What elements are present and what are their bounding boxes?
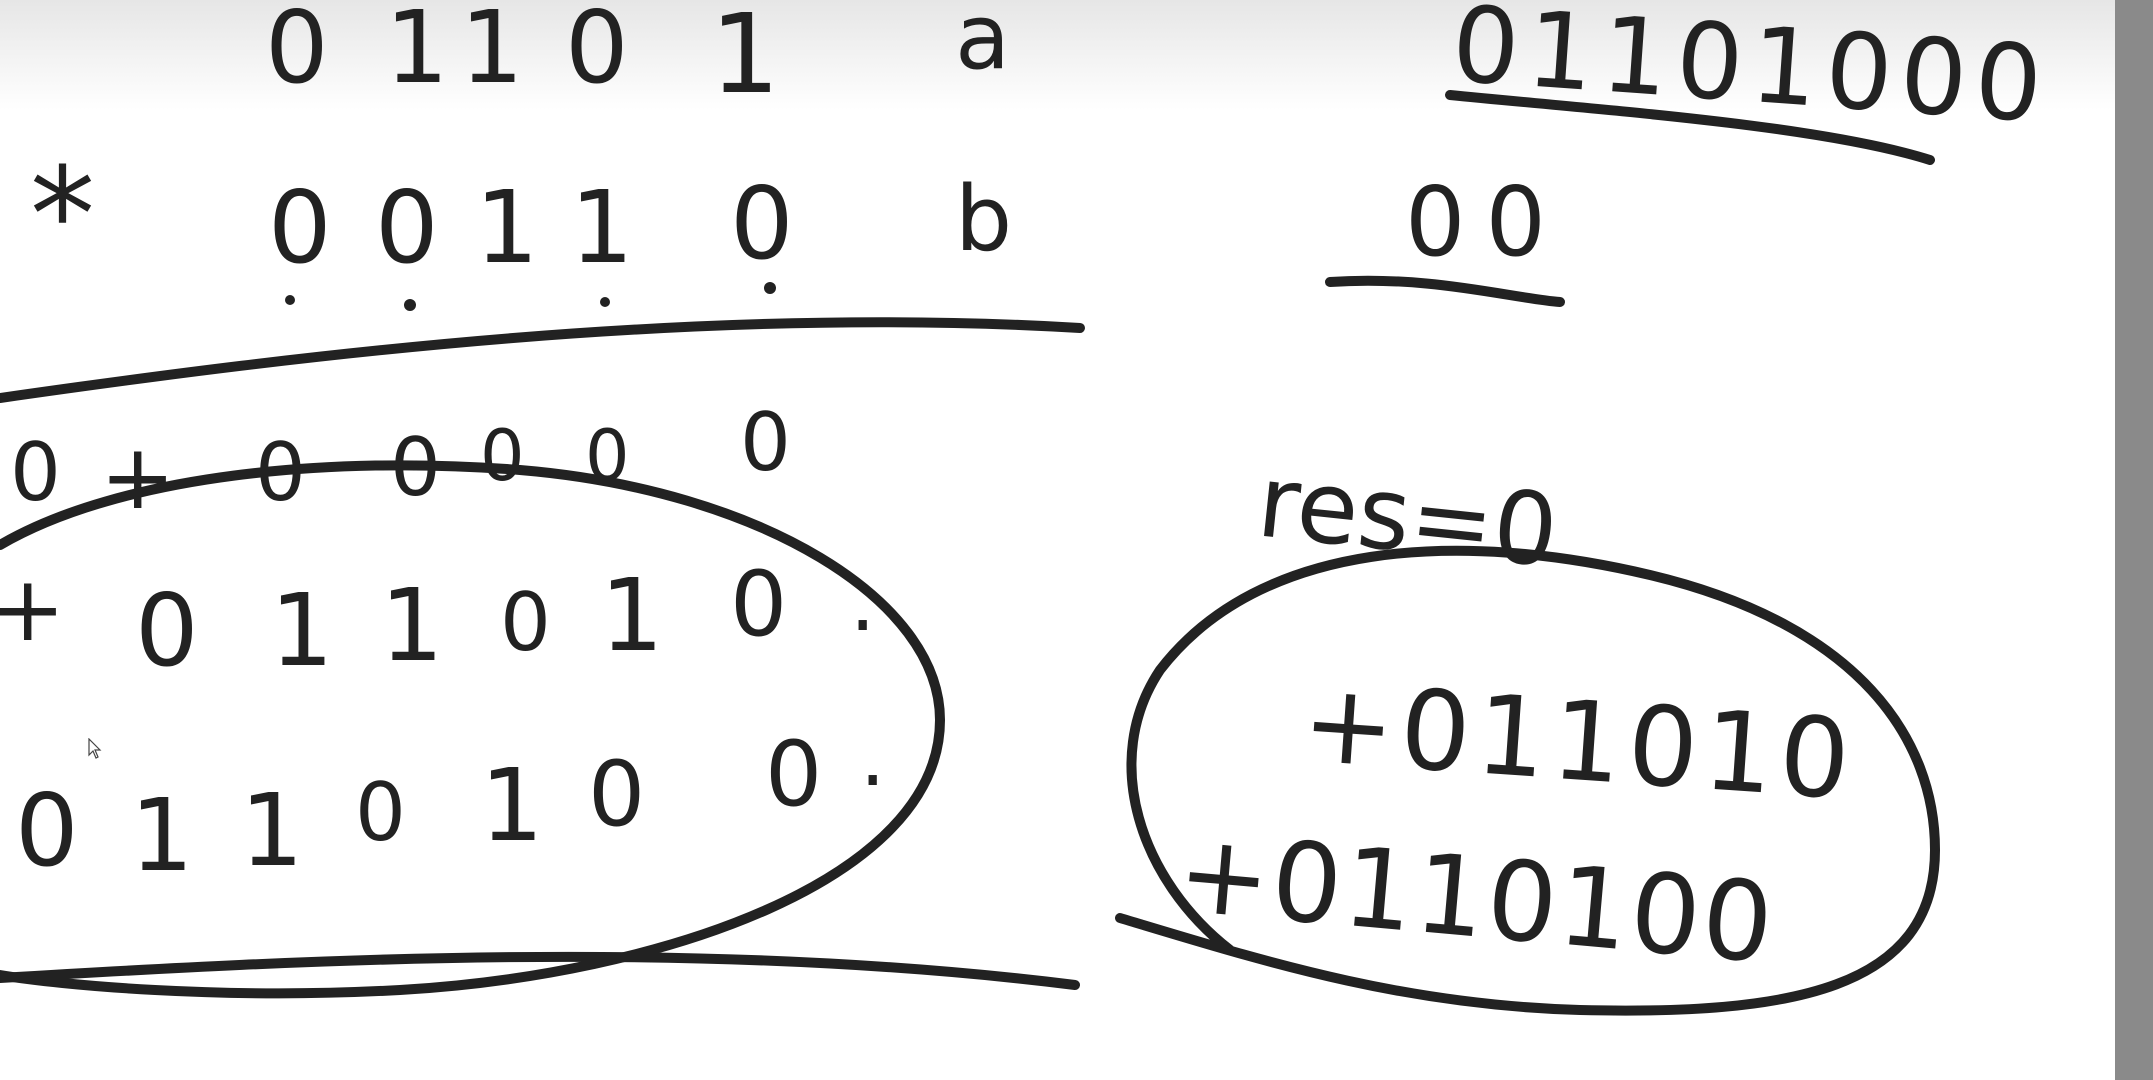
shifted-b-value: 00 [1405, 168, 1566, 278]
mouse-pointer-icon [88, 738, 102, 759]
product-digit: 0 [765, 722, 822, 827]
res-equals-zero: res=0 [1252, 443, 1563, 591]
underline-shifted-b [1325, 275, 1565, 307]
partial-digit: 1 [270, 572, 334, 689]
product-digit: 1 [130, 777, 194, 894]
partial-digit: + [0, 557, 65, 662]
partial-digit: 0 [740, 396, 791, 489]
circled-partial-sums [0, 460, 945, 999]
right-shifted-b: 00 [1405, 168, 1566, 278]
partial-digit: 0 [480, 415, 525, 497]
a-digit: 1 [710, 0, 780, 118]
label-a: a [955, 0, 1010, 90]
multiply-operator: * [30, 139, 95, 291]
b-digit: 0 [375, 169, 439, 286]
partial-digit: 1 [380, 567, 444, 684]
a-digit: 0 [565, 0, 629, 106]
underline-shifted-a [1445, 90, 1935, 165]
a-digit: 1 [460, 0, 524, 106]
separator-line [0, 317, 1085, 403]
partial-digit: 0 [135, 572, 199, 689]
partial-digit: 0 [10, 426, 61, 519]
top-shadow [0, 0, 2115, 110]
product-digit: 1 [240, 772, 304, 889]
a-digit: 1 [385, 0, 449, 106]
b-digit: 0 [268, 169, 332, 286]
right-edge-bar [2115, 0, 2153, 1080]
row-b: * 0 0 1 1 0 b [30, 139, 1012, 291]
right-sum-line-1: +011010 [1298, 658, 1860, 824]
circled-right-sums [1115, 545, 1940, 1016]
partial-digit: 1 [600, 557, 664, 674]
product-digit: 1 [480, 747, 544, 864]
a-digit: 0 [265, 0, 329, 106]
product-row: 0 1 1 0 1 0 0 . [15, 711, 885, 894]
carry-dots [285, 282, 776, 311]
product-digit: 0 [588, 742, 645, 847]
b-digit: 1 [570, 169, 634, 286]
partial-digit: + [100, 425, 175, 530]
product-digit: 0 [355, 766, 406, 859]
b-digit: 1 [475, 169, 539, 286]
product-digit: 0 [15, 772, 79, 889]
partial-digit: . [850, 556, 875, 649]
product-digit: . [860, 711, 885, 804]
partial-product-2: + 0 1 1 0 1 0 . [0, 552, 875, 689]
partial-digit: 0 [500, 576, 551, 669]
sum-line [0, 951, 1080, 990]
b-digit: 0 [730, 165, 794, 282]
partial-digit: 0 [730, 552, 787, 657]
row-a: 0 1 1 0 1 a [265, 0, 1010, 118]
label-b: b [955, 167, 1012, 272]
